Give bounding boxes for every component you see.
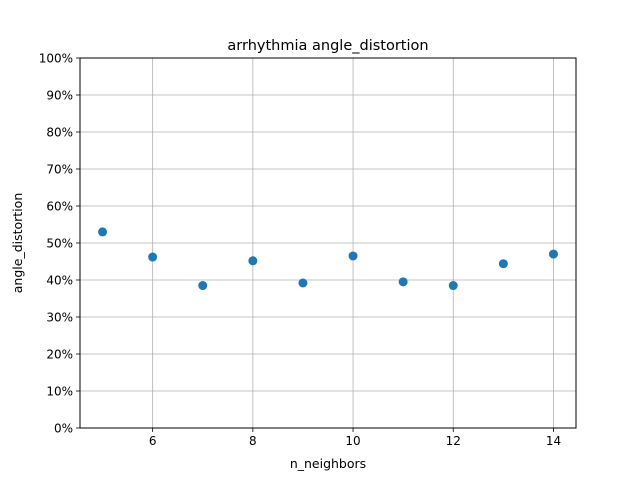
y-tick-label: 40%	[46, 274, 73, 288]
y-tick-label: 100%	[39, 52, 73, 66]
data-point	[548, 249, 558, 259]
chart-title: arrhythmia angle_distortion	[227, 38, 428, 54]
x-tick-label: 8	[249, 434, 257, 448]
y-tick-label: 20%	[46, 348, 73, 362]
y-tick-label: 0%	[54, 422, 73, 436]
y-tick-label: 90%	[46, 89, 73, 103]
y-axis-label: angle_distortion	[10, 193, 25, 293]
axis-ticks: 6 8 10 12 14 0% 10% 20% 30% 40% 50% 60% 70% 80% 90% 100…	[39, 52, 561, 449]
data-point	[348, 251, 358, 261]
y-tick-label: 70%	[46, 163, 73, 177]
y-tick-label: 30%	[46, 311, 73, 325]
data-point	[248, 256, 258, 266]
y-tick-label: 80%	[46, 126, 73, 140]
x-tick-label: 6	[149, 434, 157, 448]
y-tick-label: 50%	[46, 237, 73, 251]
data-points	[98, 227, 558, 291]
data-point	[98, 227, 108, 237]
x-tick-label: 12	[446, 434, 461, 448]
x-tick-label: 14	[546, 434, 561, 448]
x-axis-label: n_neighbors	[290, 456, 366, 471]
data-point	[298, 278, 308, 288]
x-tick-label: 10	[345, 434, 360, 448]
plot-frame	[79, 57, 577, 429]
y-tick-label: 10%	[46, 385, 73, 399]
data-point	[198, 281, 208, 291]
data-point	[498, 259, 508, 269]
data-point	[448, 281, 458, 291]
data-point	[148, 252, 158, 262]
data-point	[398, 277, 408, 287]
y-tick-label: 60%	[46, 200, 73, 214]
